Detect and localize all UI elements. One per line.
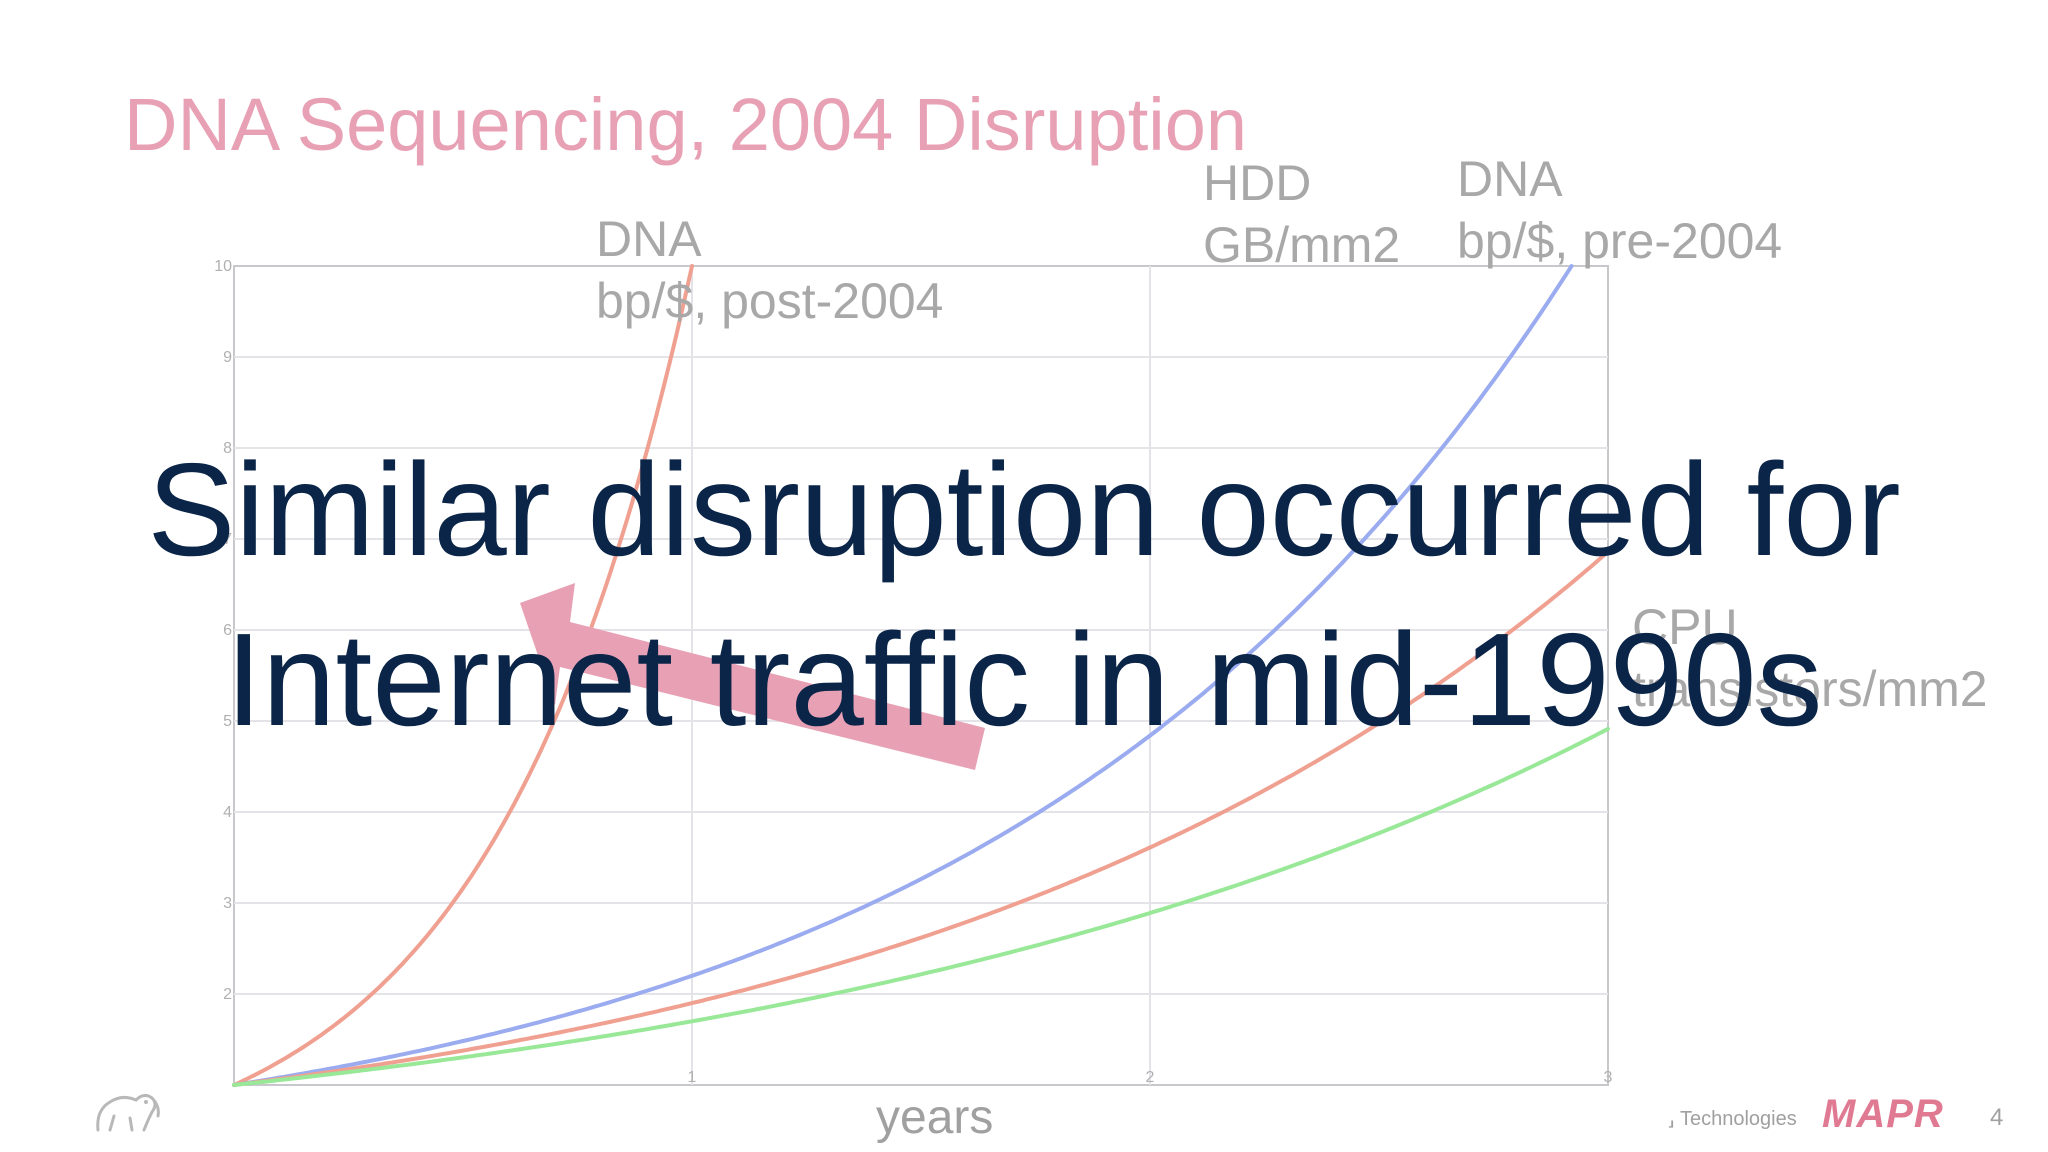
page-number: 4 [1990,1104,2004,1131]
series-label-line: CPU [1632,599,1738,655]
series-label-line: HDD [1203,155,1312,211]
left-arrow-icon [520,583,985,770]
y-tick-label: 4 [223,804,232,821]
y-tick-label: 8 [223,440,232,457]
slide-title: DNA Sequencing, 2004 Disruption [124,83,1248,166]
y-tick-label: 2 [223,986,232,1003]
x-tick-label: 2 [1146,1069,1155,1086]
plot-frame [233,265,1609,1086]
y-tick-label: 9 [223,349,232,366]
overlay-line: Similar disruption occurred for [147,436,1901,583]
series-label-line: GB/mm2 [1203,217,1401,273]
y-tick-label: 3 [223,895,232,912]
footer-company: ⸥ Technologies [1667,1108,1797,1130]
overlay-statement: Similar disruption occurred for Internet… [0,425,2048,765]
chart-series [232,264,1610,1087]
series-line-3 [232,726,1610,1087]
y-tick-label: 6 [223,622,232,639]
footer-brand-logo: MAPR [1822,1092,1944,1136]
series-label-line: bp/$, post-2004 [596,273,944,329]
series-line-1 [232,264,1574,1087]
x-tick-label: 1 [688,1069,697,1086]
elephant-logo-icon [96,1093,160,1132]
series-label-dna-post: DNA bp/$, post-2004 [596,208,944,332]
overlay-line: Internet traffic in mid-1990s [225,606,1823,753]
series-label-line: transistors/mm2 [1632,661,1988,717]
series-label-line: DNA [1457,151,1563,207]
chart-ticks: 2 3 4 5 6 7 8 9 10 1 2 3 [214,258,1612,1086]
series-line-0 [232,264,694,1087]
series-label-dna-pre: DNA bp/$, pre-2004 [1457,148,1782,272]
x-axis-label: years [876,1091,994,1144]
series-label-line: DNA [596,211,702,267]
y-tick-label: 5 [223,713,232,730]
series-label-cpu: CPU transistors/mm2 [1632,596,1988,720]
series-line-2 [232,549,1610,1087]
series-label-hdd: HDD GB/mm2 [1203,152,1400,276]
y-tick-label: 7 [223,531,232,548]
series-label-line: bp/$, pre-2004 [1457,213,1783,269]
x-tick-label: 3 [1604,1069,1613,1086]
y-tick-label: 10 [214,258,232,275]
